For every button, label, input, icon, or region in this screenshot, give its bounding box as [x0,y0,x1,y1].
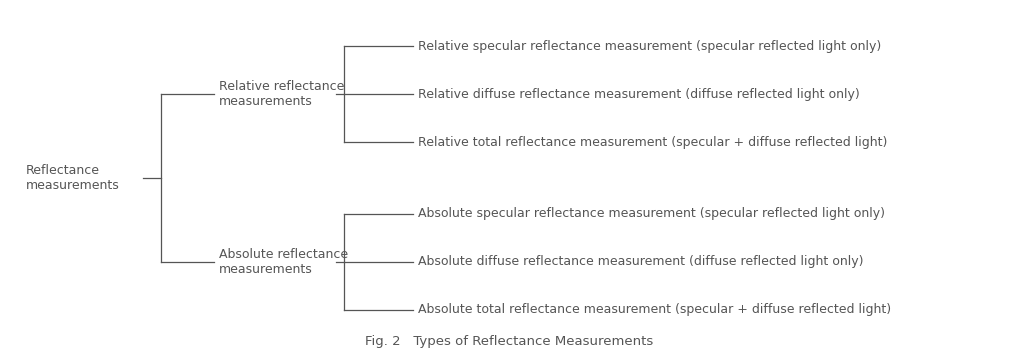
Text: Absolute specular reflectance measurement (specular reflected light only): Absolute specular reflectance measuremen… [418,207,884,220]
Text: Absolute total reflectance measurement (specular + diffuse reflected light): Absolute total reflectance measurement (… [418,303,891,316]
Text: Relative diffuse reflectance measurement (diffuse reflected light only): Relative diffuse reflectance measurement… [418,88,860,101]
Text: Relative total reflectance measurement (specular + diffuse reflected light): Relative total reflectance measurement (… [418,136,888,149]
Text: Relative specular reflectance measurement (specular reflected light only): Relative specular reflectance measuremen… [418,40,881,53]
Text: Absolute reflectance
measurements: Absolute reflectance measurements [219,248,348,276]
Text: Relative reflectance
measurements: Relative reflectance measurements [219,80,344,108]
Text: Reflectance
measurements: Reflectance measurements [25,164,119,192]
Text: Fig. 2   Types of Reflectance Measurements: Fig. 2 Types of Reflectance Measurements [366,335,653,348]
Text: Absolute diffuse reflectance measurement (diffuse reflected light only): Absolute diffuse reflectance measurement… [418,255,863,268]
